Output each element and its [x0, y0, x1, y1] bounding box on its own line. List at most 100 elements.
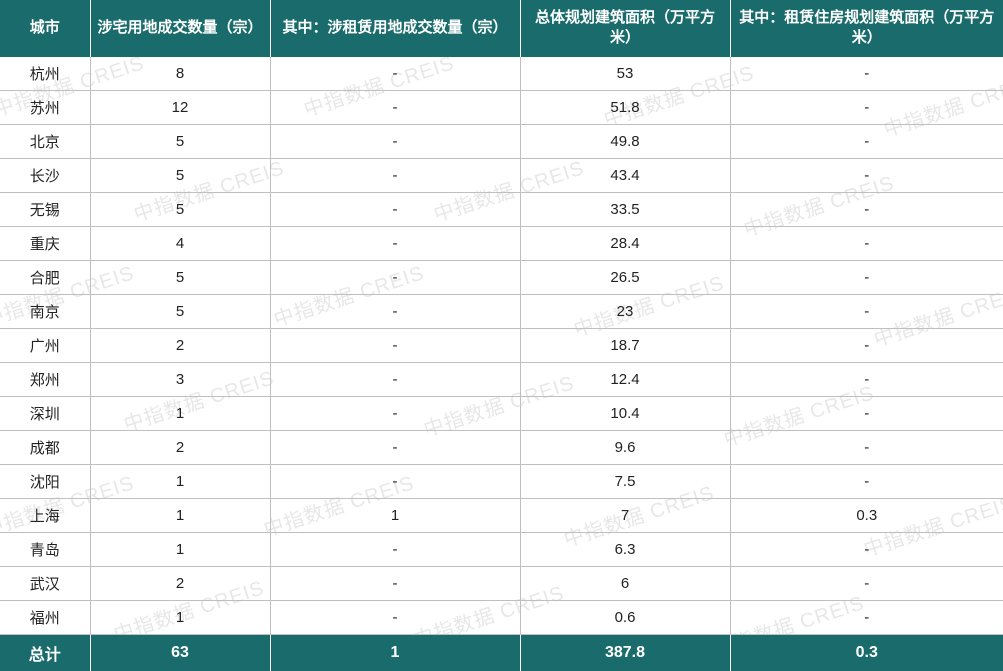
cell-city: 重庆	[0, 227, 90, 261]
col-rental-area: 其中：租赁住房规划建筑面积（万平方米）	[730, 0, 1003, 57]
table-footer: 总计 63 1 387.8 0.3	[0, 635, 1003, 671]
cell-deals: 2	[90, 431, 270, 465]
cell-deals: 1	[90, 499, 270, 533]
land-transactions-table: 城市 涉宅用地成交数量（宗） 其中：涉租赁用地成交数量（宗） 总体规划建筑面积（…	[0, 0, 1003, 671]
cell-deals: 5	[90, 159, 270, 193]
footer-deals: 63	[90, 635, 270, 671]
footer-rental-area: 0.3	[730, 635, 1003, 671]
cell-city: 上海	[0, 499, 90, 533]
col-deals: 涉宅用地成交数量（宗）	[90, 0, 270, 57]
cell-rental-area: -	[730, 159, 1003, 193]
table-row: 无锡5-33.5-	[0, 193, 1003, 227]
table-row: 郑州3-12.4-	[0, 363, 1003, 397]
cell-rental-deals: -	[270, 329, 520, 363]
cell-rental-area: -	[730, 601, 1003, 635]
cell-deals: 5	[90, 193, 270, 227]
cell-deals: 1	[90, 397, 270, 431]
cell-rental-deals: -	[270, 193, 520, 227]
cell-rental-area: -	[730, 227, 1003, 261]
table-row: 广州2-18.7-	[0, 329, 1003, 363]
cell-rental-area: -	[730, 125, 1003, 159]
cell-deals: 1	[90, 601, 270, 635]
cell-deals: 1	[90, 465, 270, 499]
cell-city: 杭州	[0, 57, 90, 91]
cell-city: 北京	[0, 125, 90, 159]
cell-rental-deals: -	[270, 261, 520, 295]
cell-city: 沈阳	[0, 465, 90, 499]
cell-rental-area: -	[730, 329, 1003, 363]
cell-rental-deals: -	[270, 227, 520, 261]
col-city: 城市	[0, 0, 90, 57]
cell-city: 武汉	[0, 567, 90, 601]
cell-rental-area: -	[730, 397, 1003, 431]
cell-rental-area: -	[730, 193, 1003, 227]
footer-label: 总计	[0, 635, 90, 671]
cell-deals: 5	[90, 261, 270, 295]
cell-deals: 2	[90, 567, 270, 601]
cell-rental-area: -	[730, 431, 1003, 465]
cell-total-area: 7	[520, 499, 730, 533]
table-row: 福州1-0.6-	[0, 601, 1003, 635]
footer-rental-deals: 1	[270, 635, 520, 671]
cell-rental-deals: -	[270, 295, 520, 329]
cell-total-area: 28.4	[520, 227, 730, 261]
cell-city: 福州	[0, 601, 90, 635]
cell-total-area: 33.5	[520, 193, 730, 227]
col-total-area: 总体规划建筑面积（万平方米）	[520, 0, 730, 57]
cell-rental-area: -	[730, 465, 1003, 499]
table-row: 沈阳1-7.5-	[0, 465, 1003, 499]
table-row: 上海1170.3	[0, 499, 1003, 533]
cell-deals: 2	[90, 329, 270, 363]
cell-total-area: 0.6	[520, 601, 730, 635]
cell-city: 郑州	[0, 363, 90, 397]
cell-city: 长沙	[0, 159, 90, 193]
footer-total-area: 387.8	[520, 635, 730, 671]
cell-rental-deals: -	[270, 465, 520, 499]
cell-rental-area: -	[730, 363, 1003, 397]
cell-rental-deals: -	[270, 431, 520, 465]
cell-rental-deals: -	[270, 363, 520, 397]
cell-rental-deals: -	[270, 567, 520, 601]
cell-deals: 5	[90, 125, 270, 159]
cell-total-area: 6.3	[520, 533, 730, 567]
cell-total-area: 9.6	[520, 431, 730, 465]
cell-total-area: 10.4	[520, 397, 730, 431]
cell-rental-area: 0.3	[730, 499, 1003, 533]
cell-city: 广州	[0, 329, 90, 363]
table-row: 南京5-23-	[0, 295, 1003, 329]
table-row: 武汉2-6-	[0, 567, 1003, 601]
table-row: 长沙5-43.4-	[0, 159, 1003, 193]
table-body: 杭州8-53-苏州12-51.8-北京5-49.8-长沙5-43.4-无锡5-3…	[0, 57, 1003, 635]
cell-rental-deals: -	[270, 57, 520, 91]
cell-rental-deals: -	[270, 91, 520, 125]
cell-total-area: 18.7	[520, 329, 730, 363]
cell-rental-deals: -	[270, 397, 520, 431]
cell-total-area: 23	[520, 295, 730, 329]
cell-deals: 4	[90, 227, 270, 261]
cell-city: 合肥	[0, 261, 90, 295]
cell-total-area: 26.5	[520, 261, 730, 295]
cell-city: 无锡	[0, 193, 90, 227]
cell-city: 南京	[0, 295, 90, 329]
cell-deals: 1	[90, 533, 270, 567]
cell-total-area: 53	[520, 57, 730, 91]
cell-total-area: 12.4	[520, 363, 730, 397]
cell-city: 深圳	[0, 397, 90, 431]
cell-rental-deals: -	[270, 125, 520, 159]
table-row: 青岛1-6.3-	[0, 533, 1003, 567]
cell-rental-area: -	[730, 567, 1003, 601]
cell-deals: 5	[90, 295, 270, 329]
table-row: 深圳1-10.4-	[0, 397, 1003, 431]
cell-deals: 12	[90, 91, 270, 125]
cell-rental-deals: 1	[270, 499, 520, 533]
cell-rental-area: -	[730, 57, 1003, 91]
cell-city: 青岛	[0, 533, 90, 567]
cell-rental-deals: -	[270, 159, 520, 193]
cell-total-area: 49.8	[520, 125, 730, 159]
cell-deals: 8	[90, 57, 270, 91]
table-header: 城市 涉宅用地成交数量（宗） 其中：涉租赁用地成交数量（宗） 总体规划建筑面积（…	[0, 0, 1003, 57]
cell-rental-area: -	[730, 261, 1003, 295]
table-row: 苏州12-51.8-	[0, 91, 1003, 125]
table-row: 杭州8-53-	[0, 57, 1003, 91]
table-row: 重庆4-28.4-	[0, 227, 1003, 261]
